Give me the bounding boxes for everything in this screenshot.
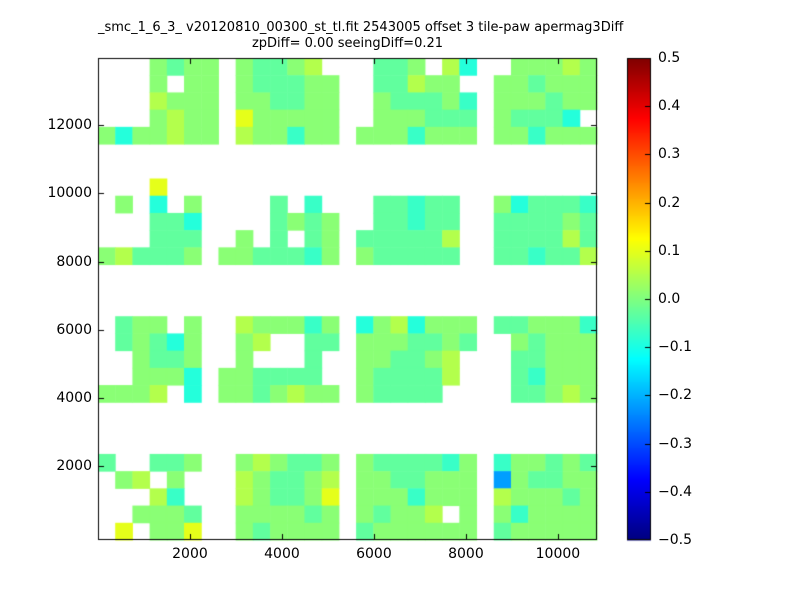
colorbar-tick-label: −0.5 bbox=[658, 532, 692, 548]
colorbar-tick-label: 0.5 bbox=[658, 50, 681, 66]
colorbar-tick-label: 0.4 bbox=[658, 98, 681, 115]
colorbar-tick-label: 0.0 bbox=[658, 291, 681, 307]
colorbar-tick-label: 0.1 bbox=[658, 242, 681, 259]
y-tick-label: 10000 bbox=[47, 185, 92, 202]
plot-title-line-2: zpDiff= 0.00 seeingDiff=0.21 bbox=[251, 36, 444, 51]
x-tick-label: 10000 bbox=[535, 546, 581, 562]
colorbar-tick-label: −0.3 bbox=[658, 435, 692, 452]
colorbar-tick-label: −0.1 bbox=[658, 339, 692, 356]
x-tick-label: 2000 bbox=[172, 546, 208, 562]
y-tick-label: 4000 bbox=[56, 389, 92, 406]
x-tick-label: 4000 bbox=[264, 546, 300, 562]
y-tick-label: 12000 bbox=[47, 117, 92, 134]
y-tick-label: 8000 bbox=[56, 253, 92, 270]
x-tick-label: 8000 bbox=[448, 546, 484, 562]
x-tick-label: 6000 bbox=[356, 546, 392, 562]
y-tick-label: 2000 bbox=[56, 458, 92, 475]
colorbar-tick-label: −0.4 bbox=[658, 483, 692, 500]
colorbar-tick-label: 0.3 bbox=[658, 146, 681, 163]
y-tick-label: 6000 bbox=[56, 321, 92, 338]
plot-title-line-1: _smc_1_6_3_ v20120810_00300_st_tl.fit 25… bbox=[98, 20, 624, 35]
colorbar-tick-label: −0.2 bbox=[658, 387, 692, 404]
colorbar-tick-label: 0.2 bbox=[658, 194, 681, 211]
